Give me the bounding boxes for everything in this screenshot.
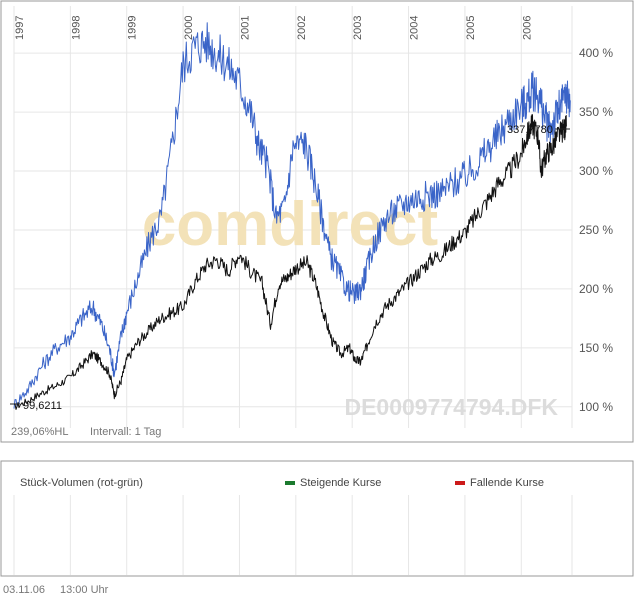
year-labels: 1997 1998 1999 2000 2001 2002 2003 2004 2005 2006 <box>14 16 533 40</box>
date-label: 03.11.06 <box>3 584 45 596</box>
y-tick-100: 100 % <box>579 400 613 414</box>
time-label: 13:00 Uhr <box>60 584 109 596</box>
legend-down-swatch <box>455 481 465 485</box>
y-tick-350: 350 % <box>579 105 613 119</box>
legend-up-label: Steigende Kurse <box>300 477 381 489</box>
volume-title: Stück-Volumen (rot-grün) <box>20 477 143 489</box>
volume-grid <box>13 495 573 575</box>
y-tick-150: 150 % <box>579 341 613 355</box>
start-value-label: 99,6211 <box>23 400 62 412</box>
y-tick-300: 300 % <box>579 164 613 178</box>
y-tick-200: 200 % <box>579 282 613 296</box>
legend-down-label: Fallende Kurse <box>470 477 544 489</box>
y-tick-400: 400 % <box>579 46 613 60</box>
watermark: comdirect <box>142 190 438 259</box>
legend-up-swatch <box>285 481 295 485</box>
performance-label: 239,06%HL <box>11 426 69 438</box>
year-label-2005: 2005 <box>465 16 477 40</box>
end-value-label: 337,7780 <box>507 124 553 136</box>
y-tick-250: 250 % <box>579 223 613 237</box>
year-label-1997: 1997 <box>14 16 26 40</box>
isin-label: DE0009774794.DFK <box>344 394 558 420</box>
year-label-1999: 1999 <box>127 16 139 40</box>
year-label-2003: 2003 <box>352 16 364 40</box>
interval-label: Intervall: 1 Tag <box>90 426 161 438</box>
year-label-2004: 2004 <box>409 16 421 40</box>
year-label-2001: 2001 <box>239 16 251 40</box>
year-label-2002: 2002 <box>296 16 308 40</box>
year-label-2000: 2000 <box>183 16 195 40</box>
grid <box>13 6 573 428</box>
volume-panel-frame <box>0 460 634 577</box>
series-line-fund <box>13 113 567 410</box>
year-label-2006: 2006 <box>521 16 533 40</box>
series-lines <box>13 22 571 410</box>
year-label-1998: 1998 <box>70 16 82 40</box>
y-tick-labels: 100 % 150 % 200 % 250 % 300 % 350 % 400 % <box>579 46 613 414</box>
series-line-index <box>13 22 571 409</box>
